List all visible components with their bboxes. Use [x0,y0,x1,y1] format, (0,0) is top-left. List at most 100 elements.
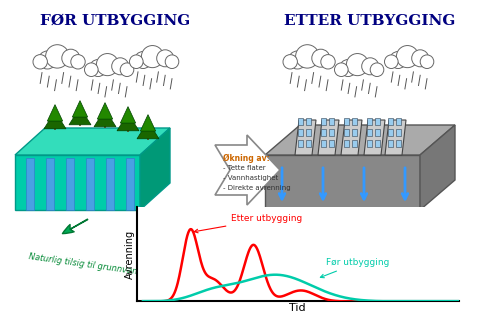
Polygon shape [106,158,114,210]
Text: Etter utbygging: Etter utbygging [194,214,303,233]
Text: Før utbygging: Før utbygging [321,258,389,278]
Polygon shape [141,115,156,131]
Polygon shape [367,140,372,147]
Polygon shape [367,118,372,125]
Circle shape [112,58,129,75]
Polygon shape [344,118,349,125]
Circle shape [340,59,357,77]
Circle shape [334,63,348,77]
Circle shape [412,50,428,67]
Polygon shape [321,129,326,136]
Text: FØR UTBYGGING: FØR UTBYGGING [40,14,190,28]
Polygon shape [344,129,349,136]
Polygon shape [97,103,113,119]
Polygon shape [375,129,380,136]
Circle shape [296,45,319,68]
Polygon shape [265,125,455,155]
Polygon shape [215,135,280,205]
Polygon shape [46,158,54,210]
Polygon shape [298,118,303,125]
Text: - Vannhastighet: - Vannhastighet [223,175,278,181]
Polygon shape [352,118,357,125]
Polygon shape [388,118,393,125]
Polygon shape [306,140,311,147]
Circle shape [71,55,85,69]
Polygon shape [137,121,159,139]
Circle shape [39,51,57,69]
Y-axis label: Avrenning: Avrenning [125,230,135,279]
Polygon shape [341,120,362,155]
Polygon shape [47,105,62,121]
Polygon shape [329,129,334,136]
Polygon shape [306,118,311,125]
Circle shape [362,58,379,75]
Polygon shape [265,155,420,210]
Circle shape [165,55,179,68]
Polygon shape [396,129,401,136]
Polygon shape [140,128,170,210]
Polygon shape [352,129,357,136]
Polygon shape [15,128,170,155]
Circle shape [84,63,98,77]
Circle shape [321,55,335,69]
Text: Redusert tilsig til grunnvann: Redusert tilsig til grunnvann [301,250,420,275]
Circle shape [90,59,106,77]
Text: ETTER UTBYGGING: ETTER UTBYGGING [285,14,456,28]
Circle shape [97,54,119,76]
Polygon shape [306,129,311,136]
Polygon shape [329,140,334,147]
Polygon shape [344,140,349,147]
Polygon shape [321,140,326,147]
Polygon shape [121,106,136,123]
Polygon shape [86,158,94,210]
Circle shape [420,55,434,68]
Polygon shape [396,140,401,147]
Polygon shape [72,100,88,117]
Polygon shape [321,118,326,125]
Polygon shape [298,140,303,147]
Polygon shape [329,118,334,125]
Circle shape [312,49,330,67]
Polygon shape [396,118,401,125]
Polygon shape [385,120,406,155]
Circle shape [45,45,69,68]
FancyArrowPatch shape [62,219,88,234]
Circle shape [33,55,47,69]
Circle shape [157,50,174,67]
Polygon shape [66,158,74,210]
Circle shape [62,49,80,67]
Text: Økning av:: Økning av: [223,154,270,163]
Polygon shape [364,120,385,155]
Circle shape [370,63,384,77]
Polygon shape [126,158,134,210]
X-axis label: Tid: Tid [289,303,306,313]
Polygon shape [15,155,140,210]
Circle shape [129,55,143,68]
Polygon shape [295,120,316,155]
FancyArrowPatch shape [392,219,427,239]
Polygon shape [375,118,380,125]
Polygon shape [298,129,303,136]
Polygon shape [94,109,116,127]
Polygon shape [26,158,34,210]
Circle shape [389,51,407,68]
Polygon shape [388,140,393,147]
Text: - Direkte avrenning: - Direkte avrenning [223,185,291,191]
Polygon shape [117,113,139,131]
Polygon shape [69,107,91,125]
Circle shape [288,51,306,69]
Polygon shape [367,129,372,136]
Text: - Tette flater: - Tette flater [223,165,265,171]
Circle shape [120,63,134,77]
Circle shape [396,46,419,68]
Polygon shape [420,125,455,210]
Text: Naturlig tilsig til grunnvann: Naturlig tilsig til grunnvann [27,252,142,277]
Polygon shape [44,111,66,129]
Circle shape [346,54,368,76]
Circle shape [142,46,163,68]
Circle shape [385,55,398,68]
Polygon shape [318,120,339,155]
Circle shape [135,51,152,68]
Polygon shape [352,140,357,147]
Polygon shape [388,129,393,136]
